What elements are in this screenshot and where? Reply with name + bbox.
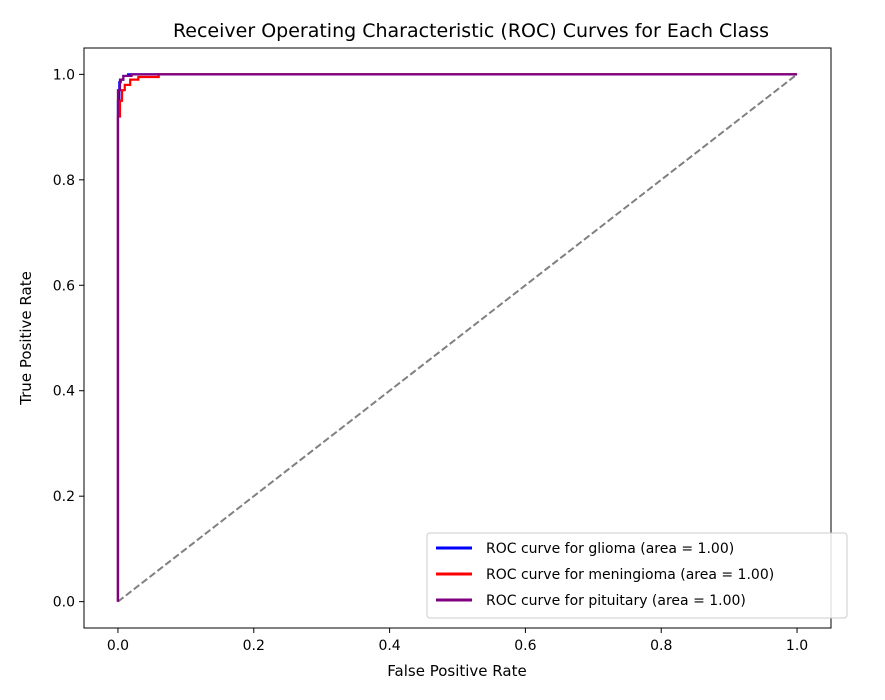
plot-frame	[83, 47, 832, 629]
x-tick-label: 0.8	[650, 638, 672, 654]
y-tick-label: 1.0	[53, 67, 75, 83]
legend-label-1: ROC curve for meningioma (area = 1.00)	[486, 567, 774, 583]
chart-title: Receiver Operating Characteristic (ROC) …	[173, 20, 769, 42]
x-tick-label: 0.2	[243, 638, 265, 654]
x-tick-label: 0.4	[378, 638, 400, 654]
x-axis-ticks: 0.0 0.2 0.4 0.6 0.8 1.0	[107, 628, 808, 654]
x-tick-label: 0.6	[514, 638, 536, 654]
legend-label-0: ROC curve for glioma (area = 1.00)	[486, 541, 734, 557]
legend-label-2: ROC curve for pituitary (area = 1.00)	[486, 593, 746, 609]
series-layer	[116, 73, 798, 602]
y-tick-label: 0.8	[53, 173, 75, 189]
y-tick-label: 0.4	[53, 384, 75, 400]
reference-line-layer	[117, 73, 798, 603]
x-axis-label: False Positive Rate	[387, 662, 526, 680]
reference-diagonal-line	[117, 73, 798, 603]
legend-box	[426, 532, 848, 619]
y-axis-label: True Positive Rate	[17, 271, 35, 406]
x-tick-label: 1.0	[786, 638, 808, 654]
roc-series-line-1	[116, 73, 798, 602]
y-axis-ticks: 0.0 0.2 0.4 0.6 0.8 1.0	[53, 67, 84, 611]
legend: ROC curve for glioma (area = 1.00) ROC cu…	[426, 532, 848, 619]
y-tick-label: 0.2	[53, 489, 75, 505]
x-tick-label: 0.0	[107, 638, 129, 654]
y-tick-label: 0.6	[53, 278, 75, 294]
y-tick-label: 0.0	[53, 595, 75, 611]
roc-series-line-2	[116, 73, 798, 602]
